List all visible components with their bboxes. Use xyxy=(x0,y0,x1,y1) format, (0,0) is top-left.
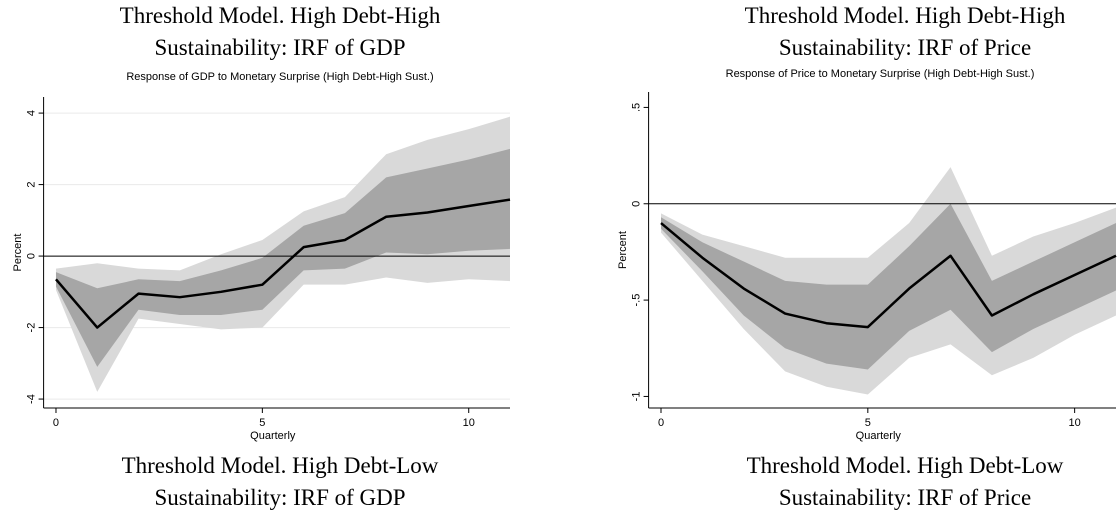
x-tick-label: 0 xyxy=(658,417,664,429)
heading: Threshold Model. High Debt-High Sustainab… xyxy=(745,3,1066,60)
irf-line xyxy=(660,222,1117,329)
confidence-band xyxy=(661,203,1116,370)
x-tick-label: 5 xyxy=(865,417,871,429)
y-tick-label: 0 xyxy=(631,201,643,207)
confidence-band xyxy=(55,148,510,367)
y-tick-label: 4 xyxy=(26,110,38,116)
y-tick-label: 0 xyxy=(26,253,38,259)
heading: Threshold Model. High Debt-Low Sustainabi… xyxy=(122,453,439,510)
chart-subtitle: Response of Price to Monetary Surprise (… xyxy=(726,68,1035,80)
y-tick-label: -.5 xyxy=(631,294,643,307)
y-tick-label: -4 xyxy=(26,394,38,404)
y-tick-label: .5 xyxy=(631,103,643,112)
chart-subtitle: Response of GDP to Monetary Surprise (Hi… xyxy=(126,71,433,83)
x-axis-label: Quarterly xyxy=(856,430,902,442)
x-tick-label: 5 xyxy=(259,417,265,429)
y-tick-label: -2 xyxy=(26,323,38,333)
heading: Threshold Model. High Debt-Low Sustainabi… xyxy=(747,453,1064,510)
x-axis-label: Quarterly xyxy=(250,430,296,442)
x-tick-label: 0 xyxy=(53,417,59,429)
x-tick-label: 10 xyxy=(463,417,475,429)
y-axis-label: Percent xyxy=(617,231,629,269)
y-tick-label: 2 xyxy=(26,182,38,188)
irf-line xyxy=(55,198,511,329)
heading: Threshold Model. High Debt-High Sustainab… xyxy=(120,3,441,60)
y-tick-label: -1 xyxy=(631,392,643,402)
y-axis-label: Percent xyxy=(12,234,24,272)
x-tick-label: 10 xyxy=(1069,417,1081,429)
